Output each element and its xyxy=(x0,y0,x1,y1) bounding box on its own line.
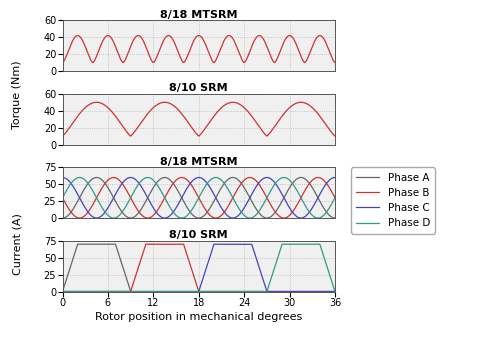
Phase A xyxy=(107,189,113,193)
Line: Phase C: Phase C xyxy=(62,178,335,218)
Text: Current (A): Current (A) xyxy=(12,213,22,275)
Phase C xyxy=(326,178,332,182)
Line: Phase A: Phase A xyxy=(62,178,335,218)
Phase A xyxy=(94,176,100,180)
Phase B xyxy=(90,201,96,205)
Phase A xyxy=(60,216,66,220)
Title: 8/18 MTSRM: 8/18 MTSRM xyxy=(160,157,238,166)
Phase C xyxy=(60,176,66,180)
Phase B xyxy=(327,186,333,191)
Phase D xyxy=(213,176,219,180)
Phase C xyxy=(298,216,304,220)
Phase A xyxy=(298,176,304,180)
Phase D xyxy=(90,190,96,194)
Phase A xyxy=(326,214,332,218)
Phase B xyxy=(178,176,184,180)
Phase D xyxy=(106,215,112,219)
Legend: Phase A, Phase B, Phase C, Phase D: Phase A, Phase B, Phase C, Phase D xyxy=(351,167,435,234)
Phase D xyxy=(298,195,304,199)
Phase C xyxy=(107,203,113,207)
Phase D xyxy=(327,205,333,209)
Phase A xyxy=(332,216,338,220)
Phase C xyxy=(90,215,96,219)
Phase B xyxy=(60,196,66,200)
Title: 8/18 MTSRM: 8/18 MTSRM xyxy=(160,9,238,20)
Phase D xyxy=(60,196,66,200)
Title: 8/10 SRM: 8/10 SRM xyxy=(170,230,228,240)
Title: 8/10 SRM: 8/10 SRM xyxy=(170,83,228,93)
Phase C xyxy=(164,216,170,220)
Phase A xyxy=(90,176,96,180)
Phase B xyxy=(176,176,182,180)
Phase B xyxy=(106,177,112,181)
Phase C xyxy=(176,201,182,205)
Line: Phase B: Phase B xyxy=(62,178,335,218)
Phase B xyxy=(164,192,170,196)
Phase D xyxy=(164,200,170,204)
Phase B xyxy=(213,216,219,220)
Phase B xyxy=(332,196,338,200)
Phase C xyxy=(332,176,338,180)
Phase B xyxy=(298,197,304,201)
Phase D xyxy=(178,216,184,220)
Phase A xyxy=(164,176,170,180)
Phase C xyxy=(94,216,100,220)
Phase D xyxy=(176,215,182,219)
Text: Torque (Nm): Torque (Nm) xyxy=(12,61,22,129)
X-axis label: Rotor position in mechanical degrees: Rotor position in mechanical degrees xyxy=(95,312,302,322)
Line: Phase D: Phase D xyxy=(62,178,335,218)
Phase D xyxy=(332,196,338,200)
Phase A xyxy=(176,191,182,195)
